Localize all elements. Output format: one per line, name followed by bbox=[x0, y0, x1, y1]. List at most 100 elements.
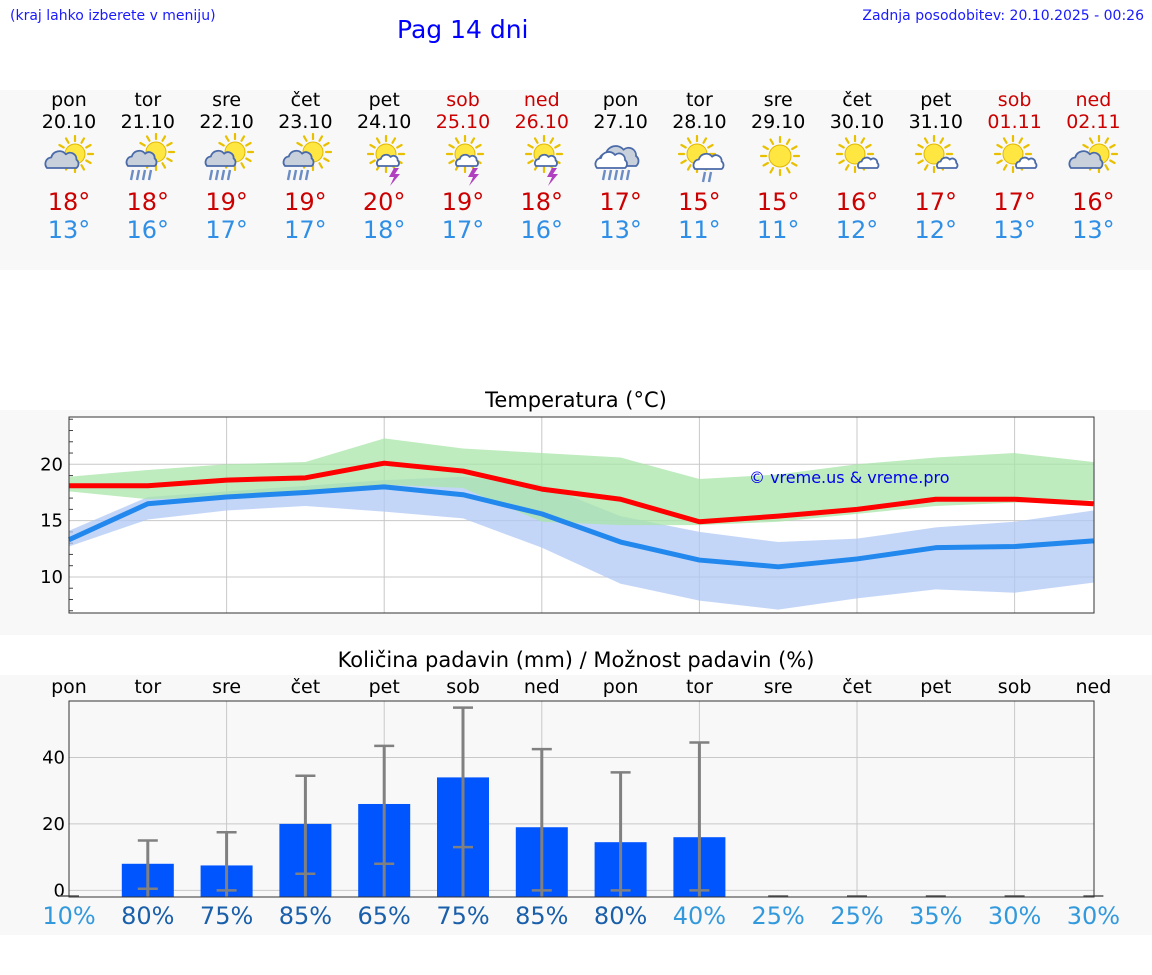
day-name: pon bbox=[51, 89, 87, 111]
day-column: čet 23.10 19° 17° bbox=[265, 89, 345, 244]
day-column: pon 20.10 18° 13° bbox=[29, 89, 109, 244]
precipitation-chart-title: Količina padavin (mm) / Možnost padavin … bbox=[337, 648, 815, 672]
day-date: 23.10 bbox=[278, 111, 333, 133]
plot-frame bbox=[68, 416, 1095, 614]
min-temperature: 17° bbox=[441, 216, 485, 244]
max-temperature: 18° bbox=[520, 188, 564, 216]
day-label: ned bbox=[524, 676, 560, 698]
plot-frame bbox=[68, 700, 1095, 898]
day-label: sob bbox=[446, 676, 480, 698]
y-tick-label: 20 bbox=[42, 814, 65, 835]
sun-cloud-rain-icon bbox=[283, 132, 333, 181]
precipitation-probability: 25% bbox=[830, 902, 884, 930]
min-temperature: 17° bbox=[205, 216, 248, 244]
min-temperature: 11° bbox=[756, 216, 800, 244]
max-temperature: 16° bbox=[835, 188, 879, 216]
precipitation-probability: 80% bbox=[593, 902, 648, 930]
max-temperature: 18° bbox=[47, 188, 91, 216]
day-label: ned bbox=[1076, 676, 1112, 698]
precipitation-probability: 85% bbox=[278, 902, 333, 930]
partly-cloudy-icon bbox=[1068, 134, 1119, 174]
temperature-chart-title: Temperatura (°C) bbox=[485, 388, 667, 412]
day-name: tor bbox=[685, 89, 713, 111]
day-name: sre bbox=[212, 89, 242, 111]
precipitation-probability: 80% bbox=[121, 902, 175, 930]
day-column: pon 27.10 17° 13° bbox=[581, 89, 661, 244]
precipitation-probability: 10% bbox=[42, 902, 96, 930]
day-label: tor bbox=[134, 676, 161, 698]
day-date: 28.10 bbox=[672, 111, 727, 133]
day-label: pon bbox=[603, 676, 639, 698]
day-column: pet 31.10 17° 12° bbox=[896, 89, 976, 244]
sun-small-cloud-icon bbox=[914, 134, 959, 174]
precipitation-chart: pon tor sre čet pet sob ned pon tor sre čet pet sob n… bbox=[42, 676, 1112, 901]
day-date: 02.11 bbox=[1066, 111, 1121, 133]
partly-cloudy-icon bbox=[44, 134, 95, 174]
location-hint: (kraj lahko izberete v meniju) bbox=[10, 8, 216, 24]
day-date: 29.10 bbox=[750, 111, 806, 133]
max-temperature: 19° bbox=[205, 188, 248, 216]
max-temperature: 19° bbox=[284, 188, 327, 216]
day-name: pon bbox=[602, 89, 639, 111]
day-column: čet 30.10 16° 12° bbox=[817, 89, 897, 244]
precipitation-probability: 25% bbox=[751, 902, 805, 930]
sun-cloud-rain-icon bbox=[204, 132, 254, 181]
min-temperature: 13° bbox=[47, 216, 91, 244]
day-name: tor bbox=[134, 89, 162, 111]
day-date: 22.10 bbox=[199, 111, 254, 133]
day-name: čet bbox=[290, 89, 321, 111]
min-temperature-line bbox=[67, 484, 1094, 570]
day-name: sob bbox=[997, 89, 1032, 111]
day-name: čet bbox=[842, 89, 872, 111]
day-column: ned 02.11 16° 13° bbox=[1053, 89, 1133, 244]
max-temperature: 17° bbox=[993, 188, 1036, 216]
min-temperature: 18° bbox=[362, 216, 406, 244]
day-date: 25.10 bbox=[435, 111, 491, 133]
day-label: pon bbox=[51, 676, 87, 698]
day-name: sob bbox=[446, 89, 480, 111]
day-label: tor bbox=[686, 676, 713, 698]
day-name: sre bbox=[763, 89, 793, 111]
day-column: ned 26.10 18° 16° bbox=[502, 89, 582, 244]
max-temperature: 15° bbox=[678, 188, 721, 216]
day-date: 30.10 bbox=[829, 111, 885, 133]
min-temperature: 12° bbox=[835, 216, 879, 244]
chart-credit: © vreme.us & vreme.pro bbox=[749, 468, 950, 487]
day-label: čet bbox=[291, 676, 321, 698]
max-temperature: 17° bbox=[599, 188, 642, 216]
sun-small-cloud-icon bbox=[993, 134, 1037, 174]
sun-thunder-icon bbox=[524, 134, 563, 186]
max-temperature: 15° bbox=[756, 188, 800, 216]
min-temperature: 12° bbox=[914, 216, 958, 244]
day-date: 01.11 bbox=[987, 111, 1042, 133]
max-temperature: 19° bbox=[441, 188, 485, 216]
precipitation-probability: 40% bbox=[672, 902, 727, 930]
max-temperature: 17° bbox=[914, 188, 958, 216]
day-date: 31.10 bbox=[908, 111, 963, 133]
cloud-rain-icon bbox=[594, 145, 639, 181]
plot-area bbox=[69, 701, 1094, 897]
day-label: pet bbox=[920, 676, 951, 698]
y-tick-label: 10 bbox=[40, 567, 63, 588]
min-temperature: 13° bbox=[993, 216, 1036, 244]
day-name: pet bbox=[920, 89, 952, 111]
day-label: sre bbox=[764, 676, 793, 698]
min-range-band bbox=[69, 476, 1094, 610]
forecast-band bbox=[0, 90, 1152, 270]
max-temperature: 16° bbox=[1072, 188, 1115, 216]
day-date: 20.10 bbox=[41, 111, 97, 133]
precipitation-probability: 30% bbox=[987, 902, 1042, 930]
sun-icon bbox=[760, 135, 801, 177]
day-name: pet bbox=[368, 89, 400, 111]
day-date: 24.10 bbox=[356, 111, 412, 133]
min-temperature: 17° bbox=[284, 216, 327, 244]
precipitation-probability: 75% bbox=[199, 902, 254, 930]
day-column: sob 25.10 19° 17° bbox=[423, 89, 503, 244]
day-date: 27.10 bbox=[593, 111, 648, 133]
last-updated: Zadnja posodobitev: 20.10.2025 - 00:26 bbox=[862, 8, 1144, 24]
day-label: sob bbox=[998, 676, 1032, 698]
y-tick-label: 20 bbox=[40, 454, 63, 475]
day-date: 26.10 bbox=[514, 111, 569, 133]
min-temperature: 16° bbox=[126, 216, 170, 244]
min-temperature: 13° bbox=[1072, 216, 1115, 244]
